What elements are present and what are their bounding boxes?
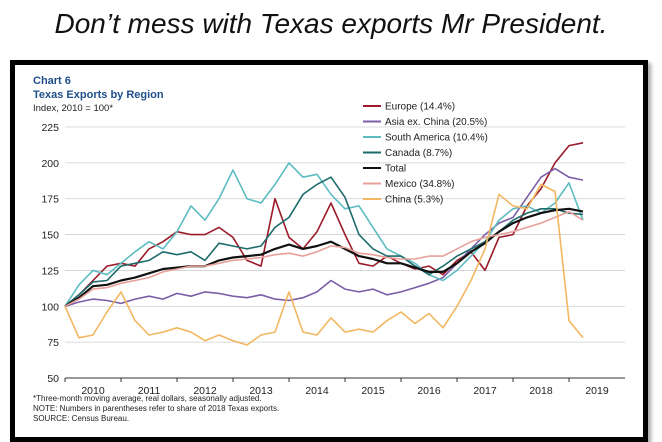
x-tick-label: 2018 xyxy=(529,385,553,397)
chart-number: Chart 6 xyxy=(33,75,71,87)
legend-label: South America (10.4%) xyxy=(385,133,488,144)
chart-frame: Chart 6 Texas Exports by Region Index, 2… xyxy=(10,60,648,442)
y-tick-label: 75 xyxy=(47,337,59,349)
y-tick-label: 225 xyxy=(41,122,59,134)
x-tick-label: 2013 xyxy=(249,385,273,397)
headline: Don’t mess with Texas exports Mr Preside… xyxy=(54,8,608,39)
footnote-2: NOTE: Numbers in parentheses refer to sh… xyxy=(33,404,279,413)
legend-label: Europe (14.4%) xyxy=(385,102,455,113)
legend-label: Mexico (34.8%) xyxy=(385,179,454,190)
x-tick-label: 2010 xyxy=(81,385,105,397)
y-tick-label: 175 xyxy=(41,194,59,206)
x-tick-label: 2019 xyxy=(585,385,609,397)
footnote-3: SOURCE: Census Bureau. xyxy=(33,414,129,423)
series-line-6 xyxy=(64,210,584,308)
x-tick-label: 2011 xyxy=(138,385,161,397)
chart-subtitle: Index, 2010 = 100* xyxy=(33,103,113,114)
footnote-1: *Three-month moving average, real dollar… xyxy=(33,394,262,403)
y-tick-label: 200 xyxy=(41,158,59,170)
y-tick-label: 100 xyxy=(41,301,59,313)
x-tick-label: 2012 xyxy=(193,385,217,397)
x-tick-label: 2014 xyxy=(305,385,329,397)
y-tick-label: 125 xyxy=(41,265,59,277)
legend-label: Asia ex. China (20.5%) xyxy=(385,117,487,128)
series-line-7 xyxy=(64,183,584,346)
series-line-2 xyxy=(64,167,584,308)
series-line-1 xyxy=(64,142,584,307)
legend-label: Total xyxy=(385,164,406,175)
series-line-5 xyxy=(64,207,584,308)
x-tick-label: 2017 xyxy=(473,385,497,397)
series-line-3 xyxy=(64,162,584,307)
chart-title: Texas Exports by Region xyxy=(33,89,164,101)
legend-label: Canada (8.7%) xyxy=(385,148,452,159)
x-tick-label: 2016 xyxy=(417,385,441,397)
y-tick-label: 150 xyxy=(41,230,59,242)
x-tick-label: 2015 xyxy=(361,385,385,397)
y-tick-label: 50 xyxy=(47,373,59,385)
legend-label: China (5.3%) xyxy=(385,195,443,206)
chart: Chart 6 Texas Exports by Region Index, 2… xyxy=(33,75,625,423)
